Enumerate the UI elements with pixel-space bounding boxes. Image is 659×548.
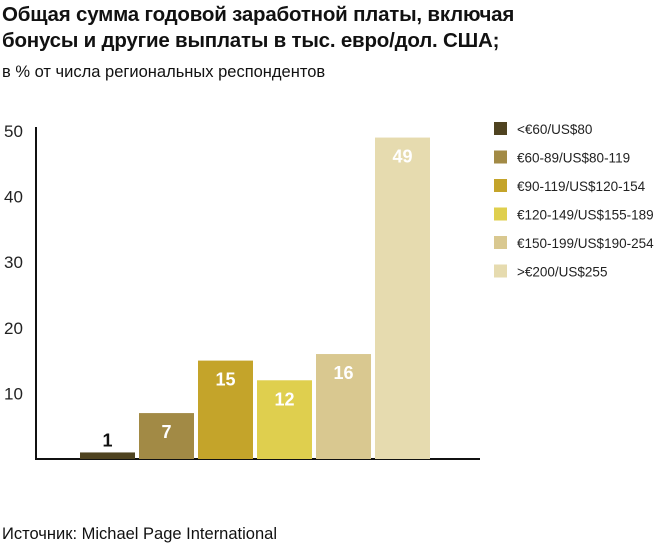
legend-label: €150-199/US$190-254 bbox=[517, 236, 654, 251]
bar bbox=[316, 354, 371, 459]
bar-value-label: 7 bbox=[161, 422, 171, 442]
chart-title-line-1: Общая сумма годовой заработной платы, вк… bbox=[2, 3, 515, 26]
y-tick-label: 30 bbox=[4, 253, 23, 272]
bar bbox=[139, 413, 194, 459]
chart-title: Общая сумма годовой заработной платы, вк… bbox=[2, 2, 514, 54]
bar bbox=[80, 452, 135, 459]
legend-swatch bbox=[494, 207, 507, 221]
chart-source: Источник: Michael Page International bbox=[2, 525, 277, 543]
legend-label: >€200/US$255 bbox=[517, 265, 607, 280]
legend-swatch bbox=[494, 179, 507, 192]
legend-label: <€60/US$80 bbox=[517, 122, 592, 137]
chart-bars: 1 7 15 12 16 49 bbox=[80, 137, 430, 459]
legend-swatch bbox=[494, 236, 507, 249]
legend-label: €60-89/US$80-119 bbox=[517, 151, 630, 166]
bar-value-label: 12 bbox=[274, 389, 294, 409]
bar-value-label: 1 bbox=[102, 430, 112, 450]
legend-swatch bbox=[494, 150, 507, 164]
chart-title-line-2: бонусы и другие выплаты в тыс. евро/дол.… bbox=[2, 29, 500, 52]
bar-value-label: 49 bbox=[392, 147, 412, 167]
legend-swatch bbox=[494, 122, 507, 135]
bar bbox=[375, 137, 430, 459]
y-tick-label: 40 bbox=[4, 188, 23, 207]
y-tick-label: 20 bbox=[4, 319, 23, 338]
chart-legend: <€60/US$80 €60-89/US$80-119 €90-119/US$120… bbox=[494, 122, 654, 280]
bar bbox=[257, 380, 312, 459]
bar-value-label: 16 bbox=[333, 363, 353, 383]
legend-label: €90-119/US$120-154 bbox=[517, 179, 646, 194]
chart-subtitle: в % от числа региональных респондентов bbox=[2, 63, 326, 81]
legend-label: €120-149/US$155-189 bbox=[517, 208, 654, 223]
bar bbox=[198, 360, 253, 459]
bar-value-label: 15 bbox=[215, 370, 235, 390]
legend-swatch bbox=[494, 264, 507, 278]
y-tick-label: 50 bbox=[4, 122, 23, 141]
y-tick-label: 10 bbox=[4, 384, 23, 403]
